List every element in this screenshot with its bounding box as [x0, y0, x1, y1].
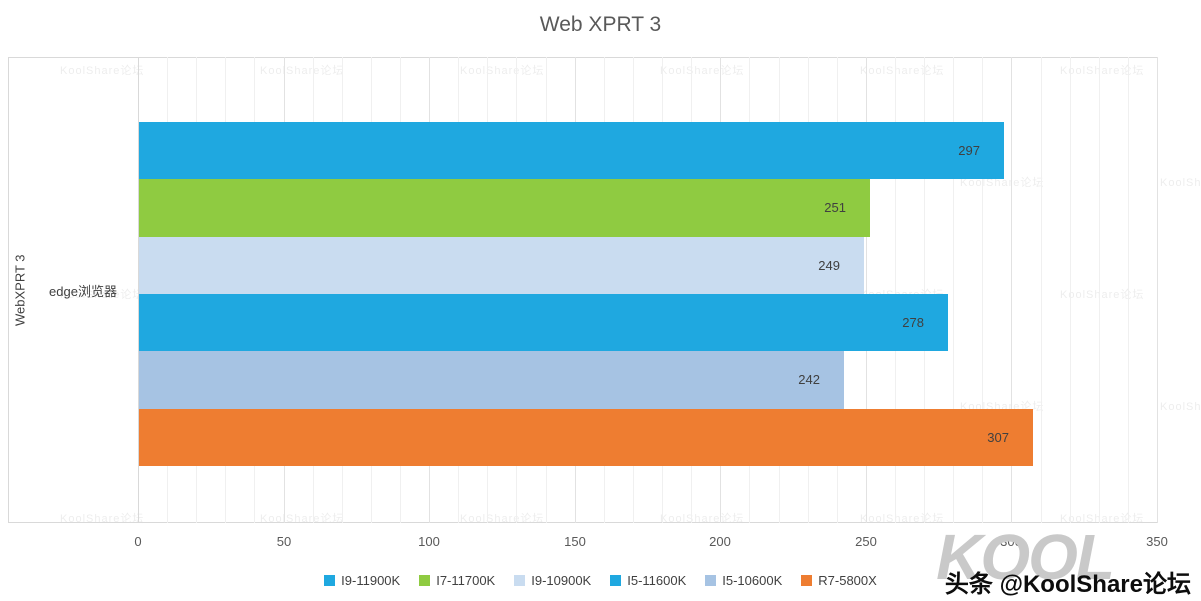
- y-axis-line: [138, 57, 139, 523]
- x-tick-label: 350: [1146, 534, 1168, 549]
- bar-value-label: 242: [798, 372, 820, 388]
- minor-gridline: [1099, 57, 1100, 523]
- major-gridline: [1157, 57, 1158, 523]
- bar-value-label: 297: [958, 143, 980, 159]
- minor-gridline: [982, 57, 983, 523]
- bar-row: 242: [139, 351, 1158, 409]
- minor-gridline: [1070, 57, 1071, 523]
- legend-swatch: [514, 574, 526, 586]
- y-axis-group-label: WebXPRT 3: [12, 254, 28, 326]
- legend-item-R7-5800X: R7-5800X: [801, 573, 877, 588]
- watermark-big-text: KOOL: [936, 521, 1115, 593]
- bar-row: 249: [139, 236, 1158, 294]
- bar-I9-11900K: 297: [139, 122, 1004, 180]
- minor-gridline: [924, 57, 925, 523]
- bar-I9-10900K: 249: [139, 236, 864, 294]
- legend-item-I7-11700K: I7-11700K: [419, 573, 495, 588]
- x-tick-label: 300: [1000, 534, 1022, 549]
- x-tick-label: 200: [709, 534, 731, 549]
- bar-row: 278: [139, 293, 1158, 352]
- bar-value-label: 307: [987, 429, 1009, 445]
- legend-swatch: [705, 574, 717, 586]
- x-tick-label: 250: [855, 534, 877, 549]
- legend-item-I9-11900K: I9-11900K: [324, 573, 400, 588]
- legend-label: I9-11900K: [341, 572, 401, 588]
- legend-swatch: [324, 574, 336, 586]
- legend-label: I5-10600K: [722, 572, 783, 588]
- minor-gridline: [1041, 57, 1042, 523]
- x-tick-label: 50: [276, 534, 292, 549]
- bars: 297 251 249 278 242 307: [139, 122, 1158, 466]
- bar-row: 307: [139, 408, 1158, 466]
- minor-gridline: [953, 57, 954, 523]
- legend-item-I5-11600K: I5-11600K: [610, 573, 686, 588]
- x-tick-label: 0: [134, 534, 142, 549]
- bar-row: 297: [139, 122, 1158, 180]
- bar-value-label: 251: [824, 200, 846, 216]
- watermark-credit: 头条 @KoolShare论坛: [944, 571, 1191, 598]
- bar-I5-10600K: 242: [139, 351, 844, 409]
- bar-I5-11600K: 278: [139, 293, 948, 352]
- major-gridline: [1011, 57, 1012, 523]
- legend-label: R7-5800X: [818, 572, 877, 588]
- legend-label: I7-11700K: [436, 572, 496, 588]
- bar-row: 251: [139, 179, 1158, 237]
- legend-item-I5-10600K: I5-10600K: [705, 573, 782, 588]
- legend-swatch: [419, 574, 431, 586]
- x-tick-label: 150: [564, 534, 586, 549]
- bar-I7-11700K: 251: [139, 179, 870, 237]
- y-axis-category-label: edge浏览器: [49, 283, 117, 299]
- legend-item-I9-10900K: I9-10900K: [514, 573, 591, 588]
- legend-label: I9-10900K: [531, 572, 592, 588]
- watermark-tile: KoolShare论坛: [1160, 177, 1201, 189]
- legend: I9-11900K I7-11700K I9-10900K I5-11600K I5-1…: [0, 569, 1201, 591]
- bar-R7-5800X: 307: [139, 408, 1033, 466]
- x-tick-label: 100: [418, 534, 440, 549]
- legend-swatch: [801, 574, 813, 586]
- major-gridline: [866, 57, 867, 523]
- x-axis-ticks: 0 50 100 150 200 250 300 350: [0, 534, 1201, 552]
- bar-value-label: 249: [818, 257, 840, 273]
- legend-swatch: [610, 574, 622, 586]
- chart-title: Web XPRT 3: [539, 13, 662, 36]
- minor-gridline: [895, 57, 896, 523]
- bar-value-label: 278: [902, 315, 924, 331]
- legend-label: I5-11600K: [627, 572, 687, 588]
- minor-gridline: [1128, 57, 1129, 523]
- watermark-tile: KoolShare论坛: [1160, 401, 1201, 413]
